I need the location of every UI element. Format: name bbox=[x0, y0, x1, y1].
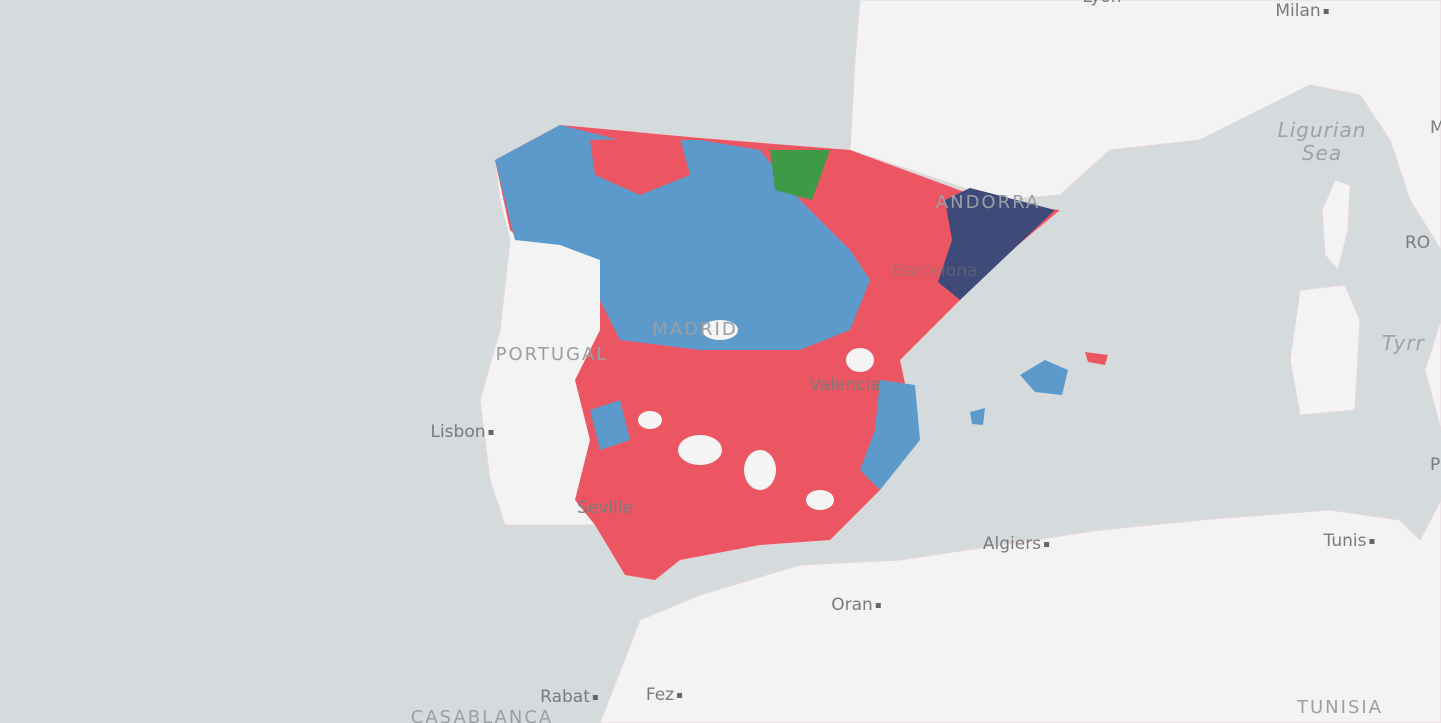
place-label: CASABLANCA bbox=[411, 707, 553, 723]
corsica bbox=[1321, 179, 1351, 272]
region-green bbox=[770, 150, 830, 200]
place-label: Rabat bbox=[540, 687, 590, 707]
region-navy bbox=[938, 188, 1055, 300]
blank bbox=[744, 450, 776, 490]
place-label: ANDORRA bbox=[936, 192, 1040, 213]
blank bbox=[846, 348, 874, 372]
region-blue-south bbox=[590, 400, 630, 450]
city-dot bbox=[1369, 539, 1375, 544]
mallorca bbox=[1020, 360, 1068, 395]
place-label: Fez bbox=[646, 685, 674, 705]
place-label: Lyon bbox=[1082, 0, 1121, 7]
city-dot bbox=[1323, 9, 1329, 14]
place-label: PORTUGAL bbox=[496, 344, 609, 365]
place-label: Valencia bbox=[809, 375, 880, 395]
blank bbox=[638, 411, 662, 429]
italy-edge bbox=[1424, 319, 1441, 431]
blank bbox=[702, 320, 738, 340]
place-label: Sea bbox=[1302, 141, 1342, 165]
city-dot bbox=[875, 603, 881, 608]
place-label: TUNISIA bbox=[1296, 697, 1383, 718]
blank bbox=[806, 490, 834, 510]
blank-areas bbox=[638, 320, 874, 510]
ibiza bbox=[970, 408, 985, 425]
blank bbox=[678, 435, 722, 465]
place-label: Seville bbox=[577, 498, 633, 518]
france-italy bbox=[849, 0, 1441, 251]
place-label: P bbox=[1430, 455, 1440, 475]
place-label: MADRID bbox=[652, 319, 737, 340]
city-dot bbox=[677, 693, 683, 698]
place-label: Milan bbox=[1275, 1, 1320, 21]
place-label: Algiers bbox=[983, 534, 1041, 554]
city-dot bbox=[488, 430, 494, 435]
place-label: Barcelona bbox=[893, 261, 978, 281]
place-label: RO bbox=[1405, 233, 1430, 253]
region-red-north bbox=[590, 138, 690, 195]
regions bbox=[495, 125, 1108, 580]
place-label: Tunis bbox=[1323, 531, 1367, 551]
city-dot bbox=[1044, 542, 1050, 547]
place-label: Oran bbox=[831, 595, 873, 615]
place-label: Ligurian bbox=[1278, 118, 1367, 142]
menorca bbox=[1085, 352, 1108, 365]
place-label: Lisbon bbox=[430, 422, 485, 442]
place-label: M bbox=[1430, 118, 1441, 138]
sardinia bbox=[1289, 284, 1361, 416]
place-label: Tyrr bbox=[1382, 331, 1426, 355]
north-africa bbox=[599, 499, 1441, 723]
region-blue-east bbox=[860, 380, 920, 490]
city-dot bbox=[592, 695, 598, 700]
